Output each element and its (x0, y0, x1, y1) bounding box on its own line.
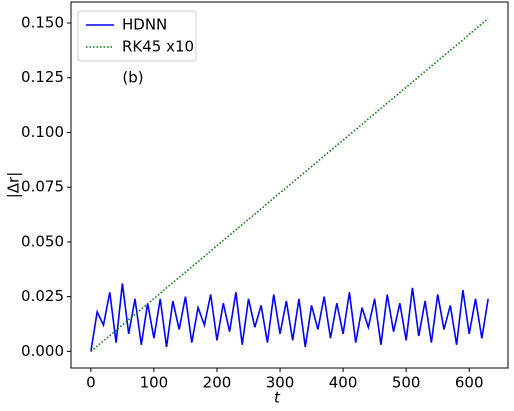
y-tick-label: 0.150 (21, 14, 64, 32)
y-tick-label: 0.100 (21, 123, 64, 141)
x-tick-label: 600 (455, 374, 484, 392)
series-line (90, 283, 489, 352)
y-tick-label: 0.125 (21, 68, 64, 86)
x-axis-label: t (274, 389, 281, 407)
y-tick-label: 0.075 (21, 178, 64, 196)
plot-frame (70, 1, 509, 369)
y-tick-label: 0.050 (21, 232, 64, 250)
annotation: (b) (122, 69, 143, 87)
y-axis-label: |Δr| (5, 172, 23, 199)
x-tick-label: 200 (203, 374, 232, 392)
y-tick-label: 0.000 (21, 342, 64, 360)
series-line (90, 18, 489, 352)
legend-label: HDNN (122, 16, 167, 34)
x-tick-label: 400 (329, 374, 358, 392)
legend-box (77, 10, 197, 62)
x-tick-label: 500 (392, 374, 421, 392)
legend-label: RK45 x10 (122, 38, 194, 56)
y-tick-label: 0.025 (21, 287, 64, 305)
x-tick-label: 0 (86, 374, 96, 392)
x-tick-label: 300 (266, 374, 295, 392)
x-tick-label: 100 (140, 374, 169, 392)
